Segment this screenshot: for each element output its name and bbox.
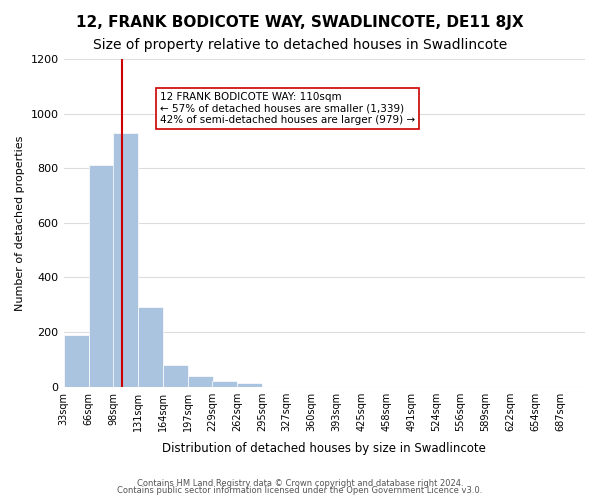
Text: Contains HM Land Registry data © Crown copyright and database right 2024.: Contains HM Land Registry data © Crown c…: [137, 478, 463, 488]
Bar: [89, 166, 113, 386]
Text: 12, FRANK BODICOTE WAY, SWADLINCOTE, DE11 8JX: 12, FRANK BODICOTE WAY, SWADLINCOTE, DE1…: [76, 15, 524, 30]
Bar: [138, 308, 163, 386]
Bar: [163, 365, 188, 386]
X-axis label: Distribution of detached houses by size in Swadlincote: Distribution of detached houses by size …: [163, 442, 486, 455]
Bar: [212, 381, 238, 386]
Text: Size of property relative to detached houses in Swadlincote: Size of property relative to detached ho…: [93, 38, 507, 52]
Text: 12 FRANK BODICOTE WAY: 110sqm
← 57% of detached houses are smaller (1,339)
42% o: 12 FRANK BODICOTE WAY: 110sqm ← 57% of d…: [160, 92, 415, 125]
Y-axis label: Number of detached properties: Number of detached properties: [15, 135, 25, 310]
Text: Contains public sector information licensed under the Open Government Licence v3: Contains public sector information licen…: [118, 486, 482, 495]
Bar: [113, 132, 138, 386]
Bar: [188, 376, 213, 386]
Bar: [64, 335, 89, 386]
Bar: [238, 382, 262, 386]
